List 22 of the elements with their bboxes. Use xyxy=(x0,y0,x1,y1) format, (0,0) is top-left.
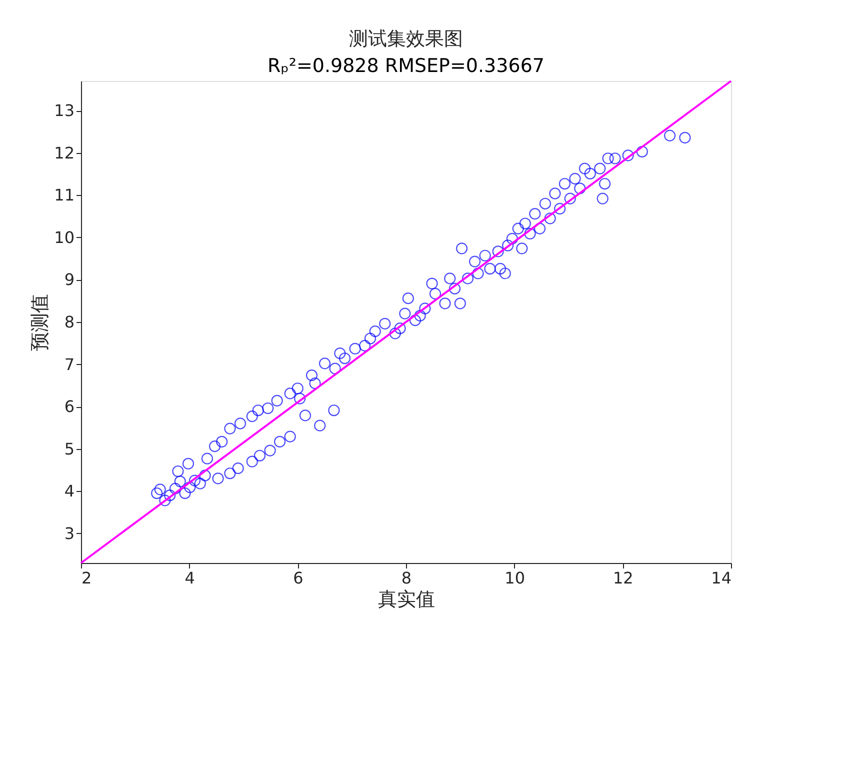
chart-subtitle: Rₚ²=0.9828 RMSEP=0.33667 xyxy=(267,55,545,77)
y-tick-label: 4 xyxy=(64,482,74,501)
x-tick-label: 12 xyxy=(612,568,634,588)
x-tick-label: 2 xyxy=(82,568,92,588)
y-axis-title: 预测值 xyxy=(29,294,52,351)
x-axis-title: 真实值 xyxy=(378,588,435,610)
y-tick-label: 7 xyxy=(64,354,74,374)
x-tick-label: 4 xyxy=(184,568,195,588)
y-tick-label: 12 xyxy=(54,143,74,162)
chart-title: 测试集效果图 xyxy=(349,28,463,50)
y-tick-label: 3 xyxy=(64,524,74,543)
y-tick-label: 9 xyxy=(64,270,74,290)
y-tick-label: 5 xyxy=(64,439,74,458)
x-tick-label: 10 xyxy=(504,568,526,588)
y-tick-label: 6 xyxy=(64,397,74,416)
y-tick-label: 8 xyxy=(64,312,74,332)
y-tick-label: 10 xyxy=(54,228,74,247)
x-tick-label: 14 xyxy=(711,568,732,588)
y-tick-label: 13 xyxy=(54,101,74,120)
x-tick-label: 8 xyxy=(401,568,412,588)
x-tick-label: 6 xyxy=(293,568,304,588)
y-tick-label: 11 xyxy=(54,186,74,205)
